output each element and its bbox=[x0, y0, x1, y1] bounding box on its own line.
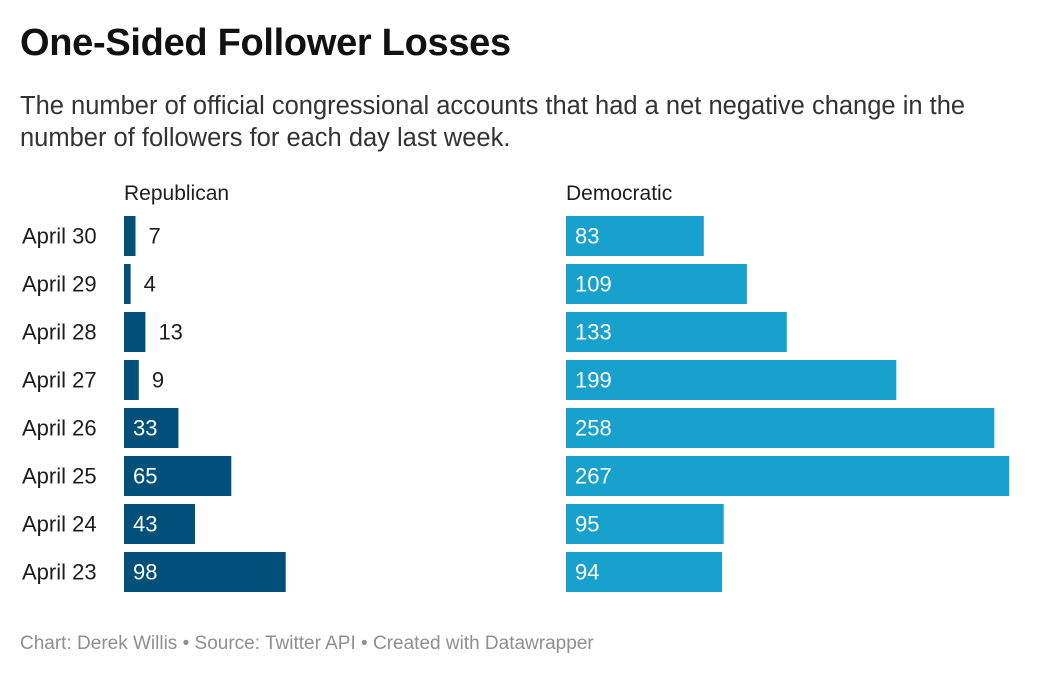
bar-democratic-april-29 bbox=[566, 264, 747, 304]
category-label-april-25: April 25 bbox=[22, 464, 97, 489]
category-label-april-30: April 30 bbox=[22, 224, 97, 249]
value-label-republican-april-23: 98 bbox=[133, 560, 157, 585]
value-label-democratic-april-28: 133 bbox=[575, 320, 612, 345]
bar-republican-april-27 bbox=[124, 360, 139, 400]
value-label-democratic-april-27: 199 bbox=[575, 368, 612, 393]
value-label-republican-april-28: 13 bbox=[158, 320, 182, 345]
value-label-republican-april-30: 7 bbox=[149, 224, 161, 249]
created-with: Created with Datawrapper bbox=[372, 633, 594, 654]
chart-footer: Chart: Derek Willis • Source: Twitter AP… bbox=[20, 633, 594, 655]
bar-republican-april-30 bbox=[124, 216, 136, 256]
value-label-democratic-april-30: 83 bbox=[575, 224, 599, 249]
category-label-april-28: April 28 bbox=[22, 320, 97, 345]
credit-name: Derek Willis bbox=[77, 633, 178, 654]
bar-democratic-april-28 bbox=[566, 312, 787, 352]
category-label-april-23: April 23 bbox=[22, 560, 97, 585]
chart-title: One-Sided Follower Losses bbox=[20, 22, 511, 64]
bar-democratic-april-24 bbox=[566, 504, 724, 544]
value-label-republican-april-26: 33 bbox=[133, 416, 157, 441]
value-label-republican-april-29: 4 bbox=[144, 272, 156, 297]
chart-subtitle: The number of official congressional acc… bbox=[20, 92, 966, 152]
series-header-democratic: Democratic bbox=[566, 182, 672, 205]
value-label-democratic-april-24: 95 bbox=[575, 512, 599, 537]
bar-republican-april-25 bbox=[124, 456, 232, 496]
bar-republican-april-23 bbox=[124, 552, 286, 592]
value-label-republican-april-25: 65 bbox=[133, 464, 157, 489]
series-header-republican: Republican bbox=[124, 182, 229, 205]
source-label: Source: bbox=[194, 633, 261, 654]
bar-republican-april-29 bbox=[124, 264, 131, 304]
source-name: Twitter API bbox=[264, 633, 356, 654]
value-label-democratic-april-25: 267 bbox=[575, 464, 612, 489]
footer-separator: • bbox=[361, 633, 368, 654]
bar-democratic-april-27 bbox=[566, 360, 897, 400]
credit-label: Chart: bbox=[20, 633, 72, 654]
value-label-republican-april-24: 43 bbox=[133, 512, 157, 537]
category-label-april-26: April 26 bbox=[22, 416, 97, 441]
bar-republican-april-26 bbox=[124, 408, 179, 448]
bar-republican-april-24 bbox=[124, 504, 195, 544]
value-label-democratic-april-23: 94 bbox=[575, 560, 599, 585]
bar-democratic-april-23 bbox=[566, 552, 722, 592]
category-label-april-27: April 27 bbox=[22, 368, 97, 393]
footer-separator: • bbox=[182, 633, 190, 654]
value-label-democratic-april-29: 109 bbox=[575, 272, 612, 297]
category-label-april-24: April 24 bbox=[22, 512, 97, 537]
bar-democratic-april-25 bbox=[566, 456, 1010, 496]
bar-democratic-april-30 bbox=[566, 216, 704, 256]
value-label-republican-april-27: 9 bbox=[152, 368, 164, 393]
value-label-democratic-april-26: 258 bbox=[575, 416, 612, 441]
category-label-april-29: April 29 bbox=[22, 272, 97, 297]
bar-democratic-april-26 bbox=[566, 408, 995, 448]
bar-republican-april-28 bbox=[124, 312, 146, 352]
